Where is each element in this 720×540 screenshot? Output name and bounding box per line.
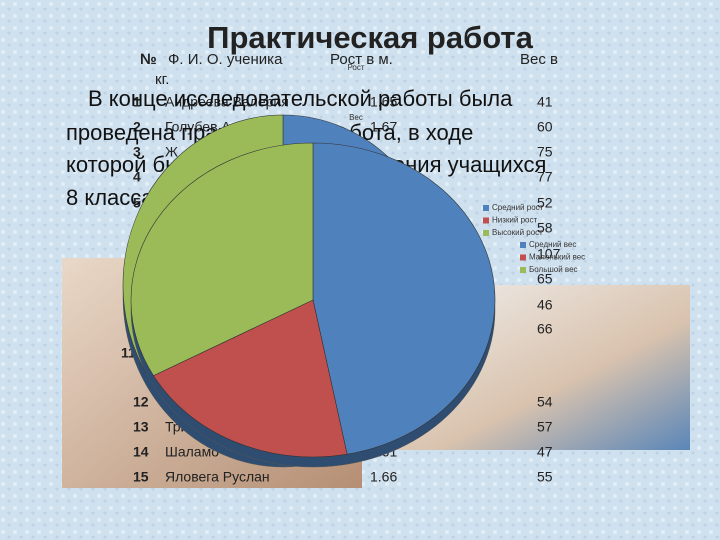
table-cell: Яловега Руслан bbox=[165, 469, 270, 485]
table-cell: 1.65 bbox=[370, 94, 397, 110]
legend-swatch bbox=[483, 230, 489, 236]
table-cell: 54 bbox=[537, 394, 553, 410]
legend-swatch bbox=[483, 217, 489, 224]
legend-label: Средний вес bbox=[529, 240, 576, 249]
pie-slice bbox=[130, 142, 314, 377]
table-cell: 3 bbox=[133, 144, 141, 160]
legend-label: Маленький вес bbox=[529, 253, 585, 262]
title: Практическая работа bbox=[207, 20, 533, 55]
table-cell: 1.67 bbox=[370, 119, 397, 135]
table-cell: 5 bbox=[133, 195, 141, 211]
table-cell: 65 bbox=[537, 271, 553, 287]
table-cell: 12 bbox=[133, 394, 149, 410]
legend-label: Низкий рост bbox=[492, 216, 537, 225]
chart-title: Вес bbox=[349, 113, 363, 122]
table-cell: 1.66 bbox=[370, 469, 397, 485]
charts: Рост Средний рост Низкий рост Высокий рост В… bbox=[122, 63, 585, 468]
table-cell: 75 bbox=[537, 144, 553, 160]
table-cell: 41 bbox=[537, 94, 553, 110]
table-cell: 57 bbox=[537, 419, 553, 435]
legend-label: Высокий рост bbox=[492, 228, 543, 237]
table-cell: 55 bbox=[537, 469, 553, 485]
table-header: Рост в м. bbox=[330, 51, 393, 68]
table-cell: 47 bbox=[537, 444, 553, 460]
table-cell: 52 bbox=[537, 195, 553, 211]
table-cell: Ж bbox=[165, 144, 178, 160]
table-header: Ф. И. О. ученика bbox=[168, 51, 283, 68]
table-cell: 107 bbox=[537, 246, 561, 262]
legend-swatch bbox=[483, 205, 489, 211]
pie-slice bbox=[312, 142, 496, 455]
table-header: № bbox=[140, 51, 157, 68]
table-header: кг. bbox=[155, 71, 169, 88]
legend-label: Средний рост bbox=[492, 203, 544, 212]
table-cell: 46 bbox=[537, 297, 553, 313]
table-cell: 58 bbox=[537, 220, 553, 236]
chart-title: Рост bbox=[347, 63, 364, 72]
legend-label: Большой вес bbox=[529, 265, 578, 274]
legend-swatch bbox=[520, 267, 526, 273]
table-cell: 15 bbox=[133, 469, 149, 485]
legend-swatch bbox=[520, 254, 526, 261]
table-cell: 77 bbox=[537, 169, 553, 185]
table-cell: Шаламо bbox=[165, 444, 219, 460]
table-cell: 2 bbox=[133, 119, 141, 135]
table-cell: 60 bbox=[537, 119, 553, 135]
pie-slice bbox=[153, 299, 348, 458]
paragraph-line: В конце исследовательской работы была bbox=[88, 86, 513, 111]
table-cell: Андреева Валерия bbox=[165, 94, 289, 110]
legend-swatch bbox=[520, 242, 526, 248]
table-cell: 4 bbox=[133, 169, 141, 185]
table-cell: 1 bbox=[133, 94, 141, 110]
table-cell: 13 bbox=[133, 419, 149, 435]
table-cell: 14 bbox=[133, 444, 149, 460]
table-cell: 66 bbox=[537, 321, 553, 337]
table-header: Вес в bbox=[520, 51, 558, 68]
